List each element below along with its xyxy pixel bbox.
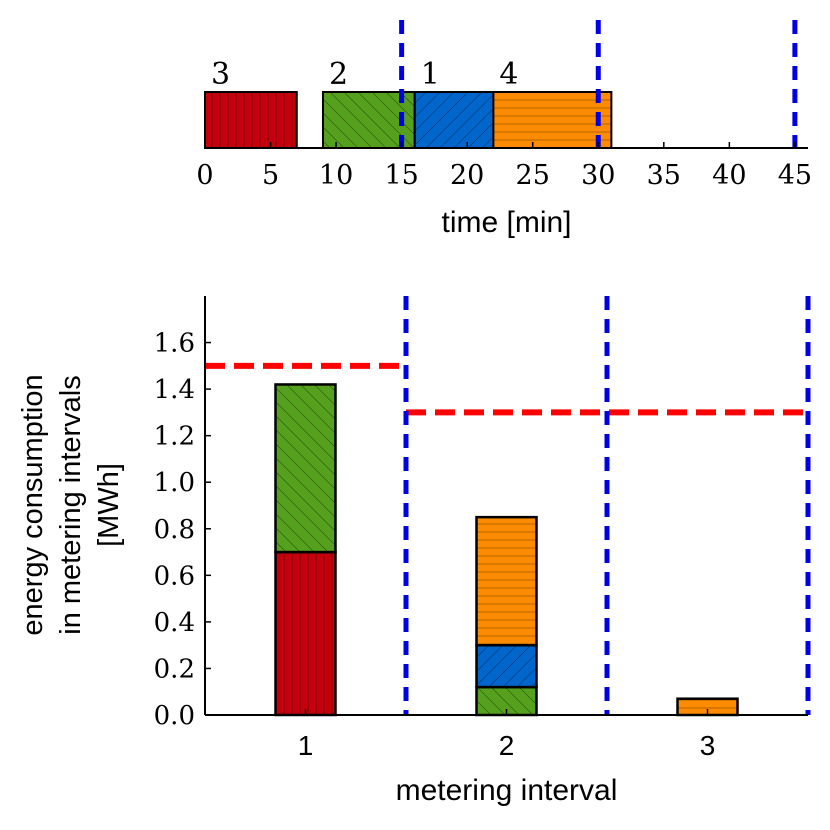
task-bar-outline-job-3 xyxy=(204,91,298,149)
task-bar-outline-job-1 xyxy=(413,91,495,149)
task-bar-outline-job-4 xyxy=(492,91,613,149)
gantt-x-tick-label: 40 xyxy=(712,160,746,191)
y-tick-label: 0.0 xyxy=(154,701,195,731)
y-tick-label: 1.0 xyxy=(154,468,195,498)
y-tick-label: 0.8 xyxy=(154,515,195,545)
gantt-x-tick-label: 30 xyxy=(581,160,615,191)
bar-segment-outline-cat-2-job-1 xyxy=(475,643,538,689)
y-tick-label: 0.6 xyxy=(154,561,195,591)
y-axis-title-line: [MWh] xyxy=(93,463,125,547)
energy-bar-panel: 0.0 0.2 0.4 0.6 0.8 1.0 1.2 1.4 1.6 1 2 3 metering i… xyxy=(17,296,811,807)
y-axis-title: energy consumption in metering intervals[… xyxy=(17,374,125,635)
bar-segment-outline-cat-1-job-2 xyxy=(274,383,337,554)
task-label-job-4: 4 xyxy=(499,57,518,92)
y-tick-label: 1.6 xyxy=(154,329,195,359)
x-axis-title: metering interval xyxy=(396,774,618,807)
y-axis-title-line: in metering intervals xyxy=(55,375,87,635)
gantt-x-tick-label: 5 xyxy=(262,160,279,191)
y-tick-label: 1.4 xyxy=(154,375,195,405)
gantt-x-tick-label: 20 xyxy=(450,160,484,191)
y-tick-label: 0.4 xyxy=(154,608,195,638)
gantt-x-tick-label: 45 xyxy=(778,160,812,191)
gantt-x-tick-label: 35 xyxy=(647,160,681,191)
gantt-x-tick-label: 0 xyxy=(196,160,213,191)
bar-segment-outline-cat-2-job-4 xyxy=(475,515,538,647)
gantt-x-axis-title: time [min] xyxy=(441,206,571,239)
y-tick-label: 0.2 xyxy=(154,654,195,684)
x-tick-label: 2 xyxy=(499,730,515,761)
gantt-x-tick-label: 10 xyxy=(319,160,353,191)
x-tick-label: 1 xyxy=(298,730,314,761)
gantt-x-tick-label: 25 xyxy=(516,160,550,191)
x-tick-label: 3 xyxy=(700,730,716,761)
task-label-job-1: 1 xyxy=(421,57,440,92)
y-tick-label: 1.2 xyxy=(154,422,195,452)
task-label-job-2: 2 xyxy=(329,57,348,92)
gantt-x-tick-label: 15 xyxy=(384,160,418,191)
y-axis-title-line: energy consumption xyxy=(17,374,49,635)
task-label-job-3: 3 xyxy=(211,57,230,92)
bar-segment-outline-cat-1-job-3 xyxy=(274,550,337,717)
